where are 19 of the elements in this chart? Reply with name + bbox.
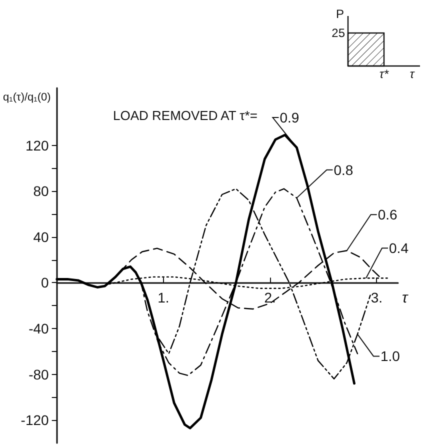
y-tick-label: 120 [25, 137, 50, 154]
series-label: 1.0 [380, 348, 400, 364]
x-tick-label: 1. [158, 290, 170, 306]
x-axis-title: τ [402, 290, 409, 307]
series-label: 0.4 [389, 240, 409, 256]
y-tick-label: 80 [33, 183, 50, 200]
y-tick-label: 0 [41, 274, 50, 291]
y-tick-label: -80 [28, 366, 50, 382]
text: 0.6 [378, 206, 398, 223]
y-tick-label: 40 [33, 228, 50, 245]
load-pulse-diagram: P 25 τ* τ [0, 0, 424, 80]
x-tick-label: 3. [370, 290, 383, 306]
y-tick-label: -40 [28, 320, 50, 336]
x-tick-label: 2. [264, 290, 276, 306]
text: LOAD REMOVED AT τ*= [113, 108, 258, 123]
y-axis-title: q₁(τ)/q₁(0) [2, 92, 51, 104]
series-label: 0.9 [280, 110, 300, 126]
text: 0.8 [334, 162, 354, 178]
y-tick-label: -120 [20, 412, 50, 428]
